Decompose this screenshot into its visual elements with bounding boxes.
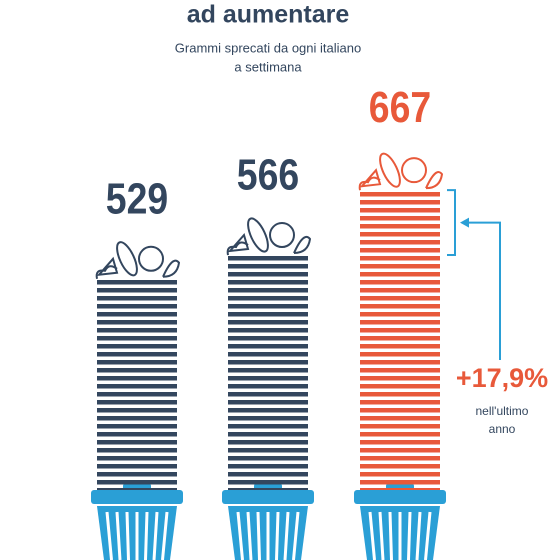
carrot (96, 256, 119, 277)
bin-lid (222, 490, 314, 504)
carrot (227, 232, 250, 253)
leaf (425, 171, 444, 190)
carrot (359, 168, 382, 188)
fish (379, 152, 401, 188)
bin-lid (91, 490, 183, 504)
apple (138, 245, 164, 272)
bin-rib (246, 511, 253, 560)
apple (401, 157, 427, 184)
bin-lid (354, 490, 446, 504)
bin-rib (115, 511, 122, 560)
value-label: 566 (237, 150, 299, 200)
value-label: 667 (369, 82, 431, 132)
bin-rib (292, 511, 300, 560)
subtitle: Grammi sprecati da ogni italiano (175, 40, 361, 55)
bar (97, 278, 177, 490)
arrow-head (460, 217, 469, 228)
bar (360, 190, 440, 490)
value-label: 529 (106, 174, 168, 224)
food-icon (95, 241, 181, 279)
bar (228, 255, 308, 490)
annotation-note: anno (489, 422, 516, 436)
fish (116, 241, 138, 277)
arrow (466, 221, 501, 360)
bin-rib (283, 511, 290, 560)
bin-rib (407, 511, 412, 560)
leaf (293, 235, 312, 255)
chart-title: ad aumentare (187, 1, 350, 29)
bin-rib (368, 511, 376, 560)
bin-rib (256, 511, 261, 560)
bin-rib (424, 511, 432, 560)
annotation-note: nell'ultimo (476, 404, 529, 418)
bin-rib (388, 511, 393, 560)
bin-rib (144, 511, 149, 560)
fish (247, 217, 269, 253)
lettuce (226, 241, 249, 256)
bin-rib (105, 511, 113, 560)
food-icon (358, 152, 444, 191)
bin-rib (415, 511, 422, 560)
bin-rib (275, 511, 280, 560)
bracket (447, 189, 456, 257)
apple (269, 222, 295, 249)
subtitle: a settimana (234, 59, 302, 74)
lettuce (358, 176, 381, 191)
bin-rib (152, 511, 159, 560)
annotation: +17,9% (456, 363, 548, 393)
leaf (162, 259, 181, 278)
bin-rib (378, 511, 385, 560)
bin-rib (161, 511, 169, 560)
food-icon (226, 217, 312, 256)
bin-rib (125, 511, 130, 560)
lettuce (95, 265, 118, 279)
bin-rib (236, 511, 244, 560)
